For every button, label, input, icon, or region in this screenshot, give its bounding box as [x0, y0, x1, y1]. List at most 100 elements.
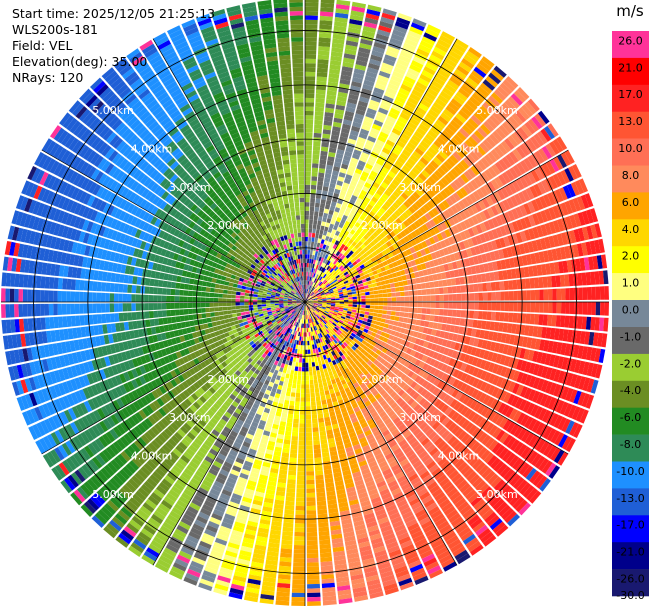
ray-gate	[329, 233, 335, 239]
ray-gate	[196, 515, 208, 525]
ray-gate	[477, 174, 487, 185]
ray-gate	[535, 392, 545, 405]
ray-gate	[320, 0, 335, 4]
ray-gate	[473, 162, 484, 174]
ray-gate	[368, 344, 375, 350]
ray-gate	[427, 531, 440, 541]
ray-gate	[502, 270, 508, 280]
ray-gate	[359, 464, 369, 471]
ray-gate	[306, 293, 309, 298]
ray-gate	[406, 378, 414, 386]
ray-gate	[512, 312, 518, 323]
ray-gate	[311, 405, 317, 411]
ray-gate	[269, 472, 278, 478]
ray-gate	[420, 98, 432, 108]
ray-gate	[549, 158, 560, 172]
ray-gate	[448, 358, 455, 367]
ray-gate	[478, 417, 488, 429]
ray-gate	[251, 503, 262, 511]
ray-gate	[349, 503, 361, 510]
ray-gate	[510, 132, 522, 145]
ray-gate	[323, 212, 328, 218]
ray-gate	[403, 514, 416, 524]
ray-gate	[185, 572, 200, 582]
ray-gate	[582, 361, 590, 376]
ray-gate	[404, 395, 412, 403]
ray-gate	[446, 79, 460, 91]
ray-gate	[397, 455, 407, 463]
ray-gate	[307, 314, 310, 319]
ray-gate	[359, 334, 366, 340]
ray-gate	[482, 311, 488, 320]
ray-gate	[522, 485, 535, 498]
ray-gate	[387, 456, 397, 464]
ray-gate	[531, 453, 542, 467]
ray-gate	[456, 302, 462, 309]
ray-gate	[299, 427, 305, 433]
ray-gate	[476, 63, 490, 75]
ray-gate	[264, 497, 274, 504]
ray-gate	[426, 24, 441, 34]
ray-gate	[501, 171, 511, 184]
ray-gate	[331, 329, 336, 335]
ray-gate	[473, 310, 479, 319]
ray-gate	[390, 267, 396, 274]
ray-gate	[317, 295, 322, 298]
ray-gate	[356, 322, 362, 327]
ray-gate	[424, 348, 431, 356]
ray-gate	[357, 357, 364, 363]
ray-gate	[429, 335, 435, 343]
ray-gate	[249, 471, 259, 479]
ray-gate	[329, 183, 336, 189]
ray-gate	[312, 317, 315, 322]
ray-gate	[560, 288, 566, 301]
ray-gate	[421, 553, 436, 563]
ray-gate	[416, 209, 424, 217]
ray-gate	[336, 413, 343, 420]
ray-gate	[356, 104, 367, 112]
ray-gate	[528, 434, 539, 447]
ray-gate	[414, 538, 428, 548]
ray-gate	[338, 356, 343, 362]
ray-gate	[305, 58, 316, 64]
ray-gate	[310, 292, 315, 296]
ray-gate	[306, 544, 318, 550]
ray-gate	[343, 531, 355, 538]
ray-gate	[541, 163, 552, 176]
ray-gate	[221, 465, 231, 473]
ray-gate	[399, 230, 407, 238]
ray-gate	[452, 546, 466, 557]
ray-gate	[458, 326, 464, 335]
ray-gate	[214, 583, 229, 592]
ray-gate	[376, 111, 387, 119]
ray-gate	[460, 530, 474, 542]
ray-gate	[452, 369, 460, 378]
ray-gate	[530, 302, 536, 313]
ray-gate	[306, 458, 314, 463]
ray-gate	[495, 302, 501, 311]
ray-gate	[374, 476, 385, 484]
ray-gate	[455, 91, 468, 102]
ray-gate	[230, 430, 238, 438]
ray-gate	[427, 393, 435, 403]
ray-gate	[217, 575, 231, 584]
ray-gate	[526, 171, 537, 184]
ray-gate	[377, 313, 383, 318]
ray-gate	[468, 193, 478, 203]
ray-gate	[458, 393, 467, 403]
ray-gate	[348, 250, 354, 256]
ray-gate	[306, 319, 308, 324]
ray-gate	[448, 294, 453, 301]
ray-gate	[498, 124, 510, 137]
ray-gate	[329, 318, 335, 323]
ray-gate	[264, 453, 273, 460]
ray-gate	[315, 102, 325, 108]
ray-gate	[329, 64, 341, 71]
ray-gate	[221, 562, 235, 571]
ray-gate	[508, 257, 515, 268]
ray-gate	[413, 244, 420, 252]
ray-gate	[309, 302, 314, 304]
ray-gate	[466, 470, 477, 482]
ray-gate	[314, 255, 317, 260]
ray-gate	[335, 261, 340, 267]
